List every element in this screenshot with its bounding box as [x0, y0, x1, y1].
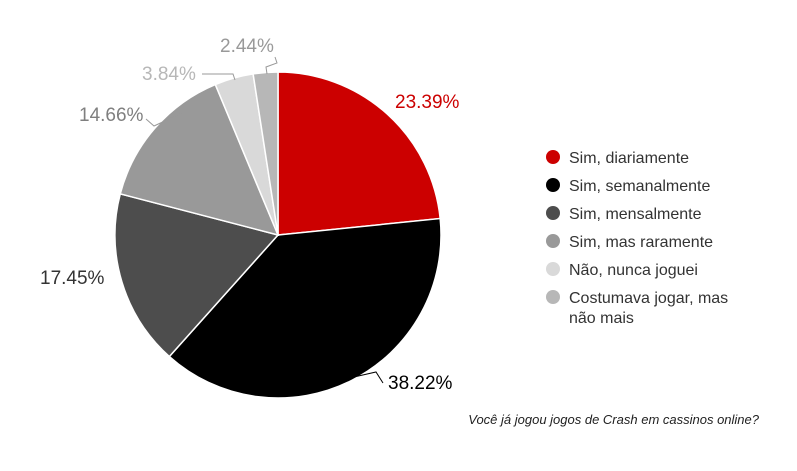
pie-slice-diariamente [277, 71, 441, 236]
slice-label-costumava: 2.44% [220, 36, 274, 57]
pie-slice-mensalmente [114, 192, 280, 358]
legend-label-costumava: Costumava jogar, mas [569, 290, 728, 307]
legend-label-mensalmente: Sim, mensalmente [569, 206, 702, 223]
pie-slices [114, 71, 442, 399]
legend-label-costumava-line2: não mais [569, 310, 634, 327]
slice-label-mensalmente: 17.45% [40, 268, 105, 289]
leader-line-nunca [202, 73, 236, 81]
slice-label-semanalmente: 38.22% [388, 373, 453, 394]
slice-label-nunca: 3.84% [142, 64, 196, 85]
percentage-labels: 23.39% 38.22% 17.45% 14.66% 3.84% 2.44% [40, 36, 460, 394]
legend-label-diariamente: Sim, diariamente [569, 150, 689, 167]
legend-marker-costumava [546, 290, 560, 304]
pie-slice-costumava [252, 71, 279, 236]
legend-label-raramente: Sim, mas raramente [569, 234, 713, 251]
slice-label-diariamente: 23.39% [395, 92, 460, 113]
leader-line-costumava [265, 56, 278, 75]
pie-slice-raramente [119, 83, 280, 237]
leader-line-semanalmente [353, 371, 384, 384]
legend-marker-diariamente [546, 150, 560, 164]
pie-slice-semanalmente [168, 217, 442, 399]
legend-marker-nunca [546, 262, 560, 276]
legend-label-semanalmente: Sim, semanalmente [569, 178, 710, 195]
chart-caption: Você já jogou jogos de Crash em cassinos… [468, 412, 759, 427]
legend-marker-semanalmente [546, 178, 560, 192]
legend-marker-raramente [546, 234, 560, 248]
legend-marker-mensalmente [546, 206, 560, 220]
legend-label-nunca: Não, nunca joguei [569, 262, 698, 279]
label-leaders [145, 56, 384, 384]
legend: Sim, diariamente Sim, semanalmente Sim, me… [546, 150, 728, 327]
slice-label-raramente: 14.66% [79, 105, 144, 126]
leader-line-raramente [145, 112, 183, 127]
